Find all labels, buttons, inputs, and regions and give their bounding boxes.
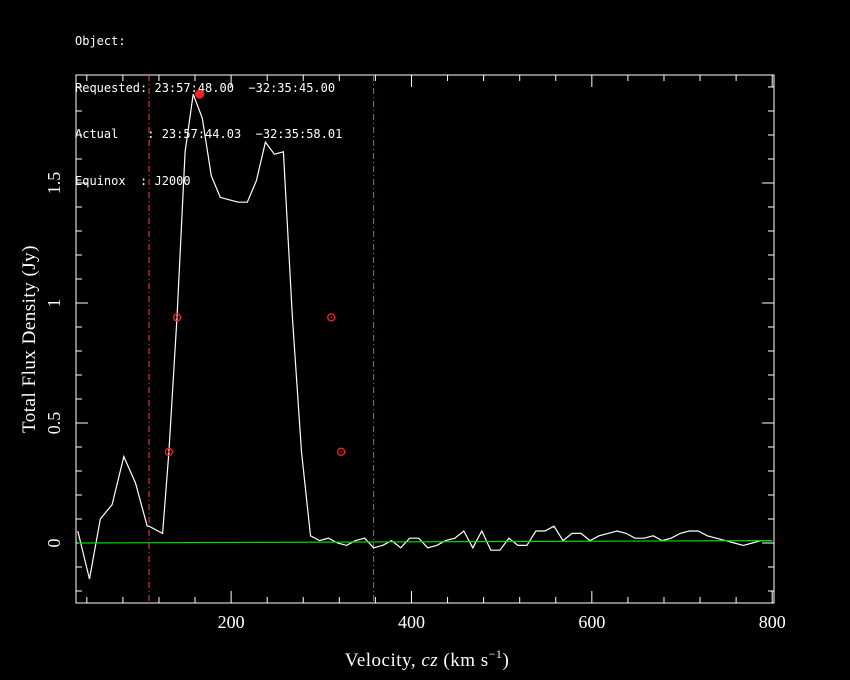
requested-coords-line: Requested: 23:57:48.00 −32:35:45.00 xyxy=(75,80,336,95)
width-marker xyxy=(336,447,346,456)
spectrum-line xyxy=(77,93,771,580)
width-marker-dot xyxy=(340,451,342,453)
axis-ticks xyxy=(76,75,774,603)
y-tick-label: 0 xyxy=(44,539,64,548)
y-tick-label: 1.5 xyxy=(44,172,64,195)
series-lines xyxy=(77,93,773,580)
plot-frame xyxy=(75,74,775,604)
object-line: Object: xyxy=(75,34,126,48)
y-tick-label: 1 xyxy=(44,299,64,308)
x-axis-title: Velocity, cz (km s−1) xyxy=(345,647,510,671)
tick-labels: 200 400 600 800 0 0.5 1 1.5 xyxy=(44,172,786,632)
window-lines xyxy=(148,75,375,603)
y-axis-title: Total Flux Density (Jy) xyxy=(19,245,40,433)
y-tick-label: 0.5 xyxy=(44,412,64,435)
header-info: Object: Requested: 23:57:48.00 −32:35:45… xyxy=(75,3,342,205)
width-marker-dot xyxy=(176,316,178,319)
equinox-line: Equinox : J2000 xyxy=(75,173,191,188)
width-marker-dot xyxy=(330,316,333,319)
width-marker xyxy=(164,447,174,456)
x-tick-label: 800 xyxy=(759,612,786,632)
markers xyxy=(164,89,346,456)
width-marker xyxy=(172,313,182,322)
peak-marker xyxy=(195,89,205,99)
width-marker-dot xyxy=(168,451,170,453)
actual-coords-line: Actual : 23:57:44.03 −32:35:58.01 xyxy=(75,127,343,141)
baseline-fit-line xyxy=(77,539,773,544)
x-tick-label: 200 xyxy=(218,612,245,632)
x-tick-label: 600 xyxy=(578,612,605,632)
width-marker xyxy=(327,313,336,322)
x-tick-label: 400 xyxy=(398,612,425,632)
